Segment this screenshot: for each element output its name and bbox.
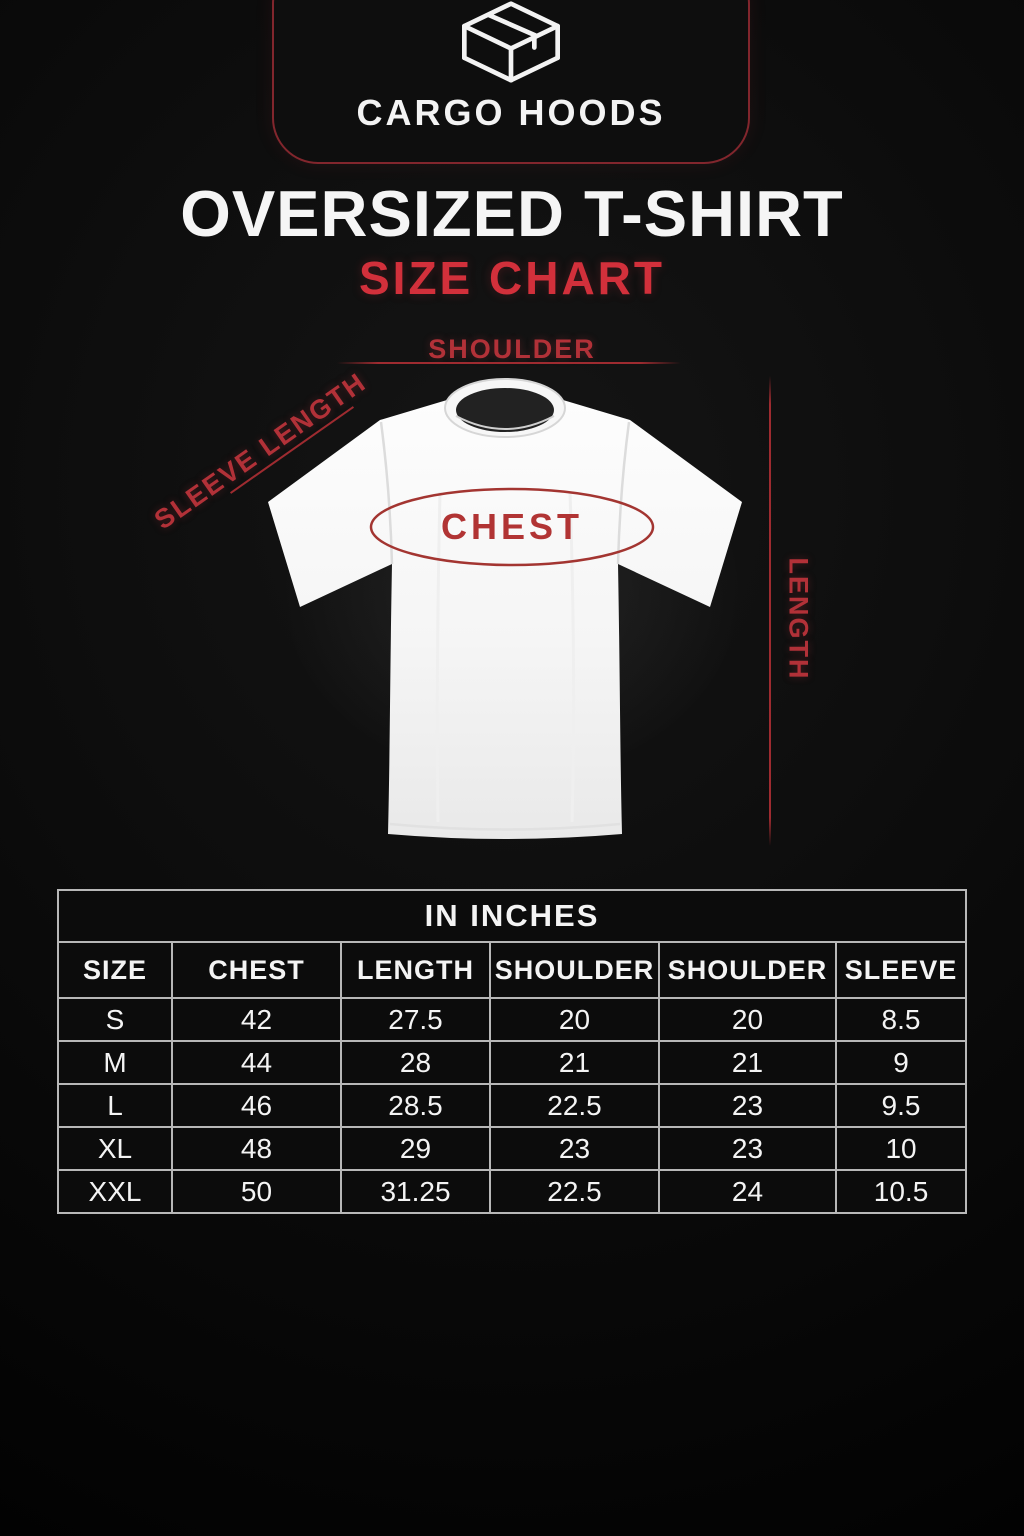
cell-chest: 42 [171,997,342,1042]
cell-size: M [57,1040,173,1085]
table-row-s: S 42 27.5 20 20 8.5 [57,997,968,1042]
col-header-shoulder-1: SHOULDER [489,941,660,999]
cell-size: L [57,1083,173,1128]
table-title-row: IN INCHES [56,889,968,943]
cell-shoulder-2: 24 [658,1169,837,1214]
brand-name: CARGO HOODS [356,92,666,133]
cell-chest: 50 [171,1169,342,1214]
cell-length: 31.25 [340,1169,491,1214]
size-table: IN INCHES SIZE CHEST LENGTH SHOULDER SHO… [56,889,968,1214]
title-block: OVERSIZED T-SHIRT SIZE CHART [0,177,1024,305]
col-header-sleeve: SLEEVE [834,941,968,999]
cell-sleeve: 8.5 [834,997,968,1042]
table-row-m: M 44 28 21 21 9 [57,1040,968,1085]
cell-shoulder-2: 21 [658,1040,837,1085]
cell-size: XL [57,1126,173,1171]
cell-chest: 46 [171,1083,342,1128]
cargo-box-icon [462,1,560,83]
table-row-l: L 46 28.5 22.5 23 9.5 [57,1083,968,1128]
shoulder-label: SHOULDER [428,334,596,364]
page-subtitle: SIZE CHART [359,252,665,304]
col-header-shoulder-2: SHOULDER [658,941,837,999]
cell-size: S [57,997,173,1042]
cell-sleeve: 9 [834,1040,968,1085]
page-title: OVERSIZED T-SHIRT [180,177,844,250]
tshirt-illustration: CHEST [240,372,770,852]
cell-shoulder-1: 22.5 [489,1169,660,1214]
cell-size: XXL [57,1169,173,1214]
cell-sleeve: 10.5 [834,1169,968,1214]
cell-length: 28.5 [340,1083,491,1128]
brand-badge: CARGO HOODS [272,0,750,164]
cell-shoulder-2: 20 [658,997,837,1042]
chest-label: CHEST [441,506,583,547]
measurement-diagram: SHOULDER SLEEVE LENGTH LENGTH [0,320,1024,890]
shoulder-measure-line [337,362,681,364]
cell-length: 27.5 [340,997,491,1042]
col-header-size: SIZE [57,941,173,999]
cell-sleeve: 9.5 [834,1083,968,1128]
table-header-row: SIZE CHEST LENGTH SHOULDER SHOULDER SLEE… [57,941,968,999]
length-label: LENGTH [783,557,814,681]
cell-sleeve: 10 [834,1126,968,1171]
cell-chest: 44 [171,1040,342,1085]
cell-shoulder-1: 21 [489,1040,660,1085]
chest-measure-ellipse [369,487,655,567]
table-row-xxl: XXL 50 31.25 22.5 24 10.5 [57,1169,968,1214]
tshirt-image: CHEST [268,378,742,839]
cell-shoulder-1: 20 [489,997,660,1042]
cell-chest: 48 [171,1126,342,1171]
table-title: IN INCHES [56,889,968,943]
cell-shoulder-2: 23 [658,1126,837,1171]
cell-length: 28 [340,1040,491,1085]
length-measure-line [769,376,771,846]
table-row-xl: XL 48 29 23 23 10 [57,1126,968,1171]
cell-shoulder-1: 22.5 [489,1083,660,1128]
cell-shoulder-1: 23 [489,1126,660,1171]
cell-shoulder-2: 23 [658,1083,837,1128]
cell-length: 29 [340,1126,491,1171]
col-header-chest: CHEST [171,941,342,999]
col-header-length: LENGTH [340,941,491,999]
